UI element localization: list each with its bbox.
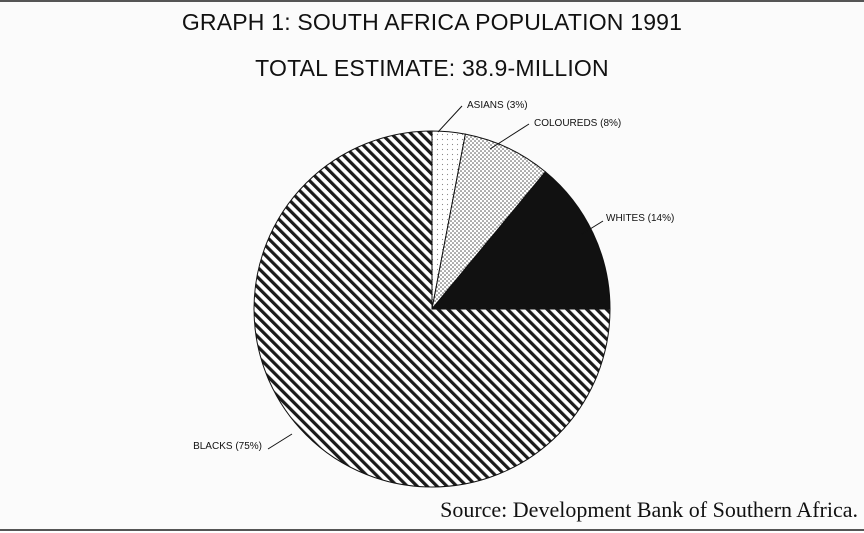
slice-label: ASIANS (3%) [467, 100, 528, 111]
chart-subtitle: TOTAL ESTIMATE: 38.9-MILLION [255, 55, 609, 81]
slice-label: BLACKS (75%) [193, 441, 262, 452]
pie-slice-coloureds [431, 133, 547, 310]
leader-line [437, 105, 463, 133]
pie-slice-whites [430, 171, 611, 310]
slice-label: COLOUREDS (8%) [534, 118, 621, 129]
pie-labels: ASIANS (3%) COLOUREDS (8%) WHITES (14%) BLA… [193, 100, 674, 452]
leader-line [489, 123, 530, 150]
chart-source: Source: Development Bank of Southern Afr… [440, 497, 858, 522]
slice-label: WHITES (14%) [606, 213, 674, 224]
leader-line [267, 433, 293, 450]
leader-line [581, 220, 604, 235]
pie-slice-blacks [253, 130, 611, 488]
pie-slices [253, 130, 611, 488]
chart-title: GRAPH 1: SOUTH AFRICA POPULATION 1991 [181, 9, 683, 35]
